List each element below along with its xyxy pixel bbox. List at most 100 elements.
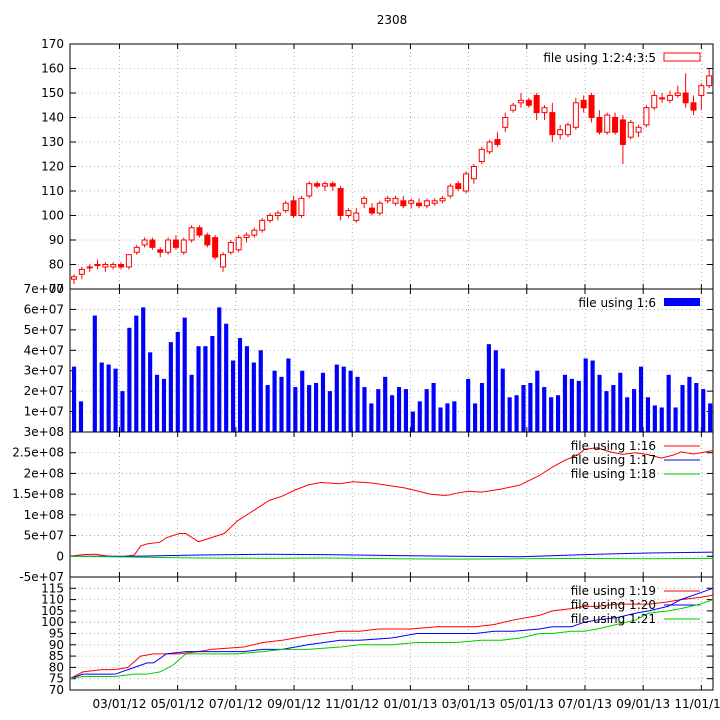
candle-body <box>408 200 415 204</box>
candle-body <box>282 202 289 212</box>
candle-body <box>165 239 172 253</box>
candle-body <box>690 102 697 111</box>
candle-body <box>651 94 658 109</box>
volume-bar <box>632 389 637 432</box>
panel-1: 1e+07 2e+07 3e+07 4e+07 5e+07 6e+07 7e+07 file … <box>24 282 714 433</box>
candle-body <box>321 183 328 187</box>
volume-bar <box>286 358 291 432</box>
series-line <box>69 447 714 558</box>
volume-bar <box>265 385 270 432</box>
candle-body <box>627 121 634 138</box>
volume-bar <box>645 397 651 432</box>
volume-bar <box>134 315 139 432</box>
volume-bar <box>694 382 699 432</box>
candle-body <box>290 200 297 217</box>
candle-body <box>219 254 226 268</box>
volume-bar <box>355 376 360 432</box>
candle-body <box>141 239 148 246</box>
y-tick-label: 100 <box>41 209 64 223</box>
volume-bar <box>313 382 319 432</box>
x-tick-label: 05/01/13 <box>500 697 554 711</box>
volume-bar <box>611 385 616 432</box>
y-tick-label: 2e+07 <box>24 384 64 398</box>
y-tick-label: 4e+07 <box>24 343 64 357</box>
candle-body <box>368 207 375 214</box>
volume-bar <box>196 346 201 432</box>
y-tick-label: 90 <box>49 233 64 247</box>
volume-bar <box>562 374 568 432</box>
candle-body <box>243 234 250 239</box>
y-tick-label: 1e+08 <box>24 508 64 522</box>
volume-bar <box>569 378 574 432</box>
candle-body <box>455 183 462 190</box>
y-tick-label: 85 <box>49 649 64 663</box>
y-tick-label: 95 <box>49 627 64 641</box>
volume-bar <box>182 317 187 432</box>
volume-bar <box>555 395 561 432</box>
volume-bar <box>708 403 713 432</box>
volume-bar <box>113 368 118 432</box>
volume-bar <box>251 362 256 432</box>
y-tick-label: 80 <box>49 258 64 272</box>
candle-body <box>541 107 548 114</box>
volume-bar <box>120 391 125 432</box>
candle-body <box>314 183 321 187</box>
volume-bar <box>348 370 353 432</box>
y-tick-label: 80 <box>49 660 64 674</box>
x-tick-label: 07/01/13 <box>558 697 612 711</box>
candle-body <box>682 92 689 104</box>
legend-label: file using 1:16 <box>571 439 656 453</box>
candle-body <box>298 197 305 217</box>
y-tick-label: 6e+07 <box>24 302 64 316</box>
series-line <box>69 555 714 560</box>
volume-bar <box>369 403 374 432</box>
candle-body <box>133 246 140 253</box>
chart-title: 2308 <box>377 13 408 27</box>
y-tick-label: 3e+07 <box>24 364 64 378</box>
volume-bar <box>272 370 277 432</box>
volume-bar <box>625 397 630 432</box>
legend-label: file using 1:6 <box>578 296 656 310</box>
volume-bar <box>141 307 146 432</box>
volume-bar <box>618 372 623 432</box>
candle-body <box>78 268 85 275</box>
candle-body <box>110 264 117 268</box>
volume-bar <box>362 387 367 432</box>
panel-frame <box>69 576 714 691</box>
volume-bar <box>583 358 588 432</box>
volume-bar <box>666 374 671 432</box>
candle-body <box>470 166 477 180</box>
legend-label: file using 1:19 <box>571 584 656 598</box>
candle-body <box>86 266 93 269</box>
candle-body <box>180 239 187 253</box>
volume-bar <box>92 315 97 432</box>
candle-body <box>337 188 344 217</box>
volume-bar <box>279 376 284 432</box>
candle-body <box>447 185 454 197</box>
y-tick-label: 2.5e+08 <box>12 446 64 460</box>
y-tick-label: 100 <box>41 615 64 629</box>
candle-body <box>172 239 179 248</box>
candle-body <box>204 234 211 246</box>
candle-body <box>306 183 313 197</box>
volume-bar <box>231 360 236 432</box>
y-tick-label: 160 <box>41 62 64 76</box>
x-tick-label: 03/01/12 <box>93 697 147 711</box>
y-tick-label: 170 <box>41 37 64 51</box>
volume-bar <box>521 385 526 432</box>
volume-bar <box>479 382 485 432</box>
legend-label: file using 1:20 <box>571 598 656 612</box>
legend-label: file using 1:18 <box>571 467 656 481</box>
candle-body <box>604 114 611 133</box>
volume-bar <box>390 395 395 432</box>
volume-bar <box>403 389 409 432</box>
volume-bar <box>652 405 657 432</box>
volume-bar <box>514 395 519 432</box>
legend-label: file using 1:2:4:3:5 <box>543 51 656 65</box>
legend-swatch <box>663 52 701 62</box>
volume-bar <box>466 378 471 432</box>
y-tick-label: 0 <box>56 549 64 563</box>
candle-body <box>400 200 407 207</box>
volume-bar <box>154 374 160 432</box>
candle-body <box>361 197 368 204</box>
